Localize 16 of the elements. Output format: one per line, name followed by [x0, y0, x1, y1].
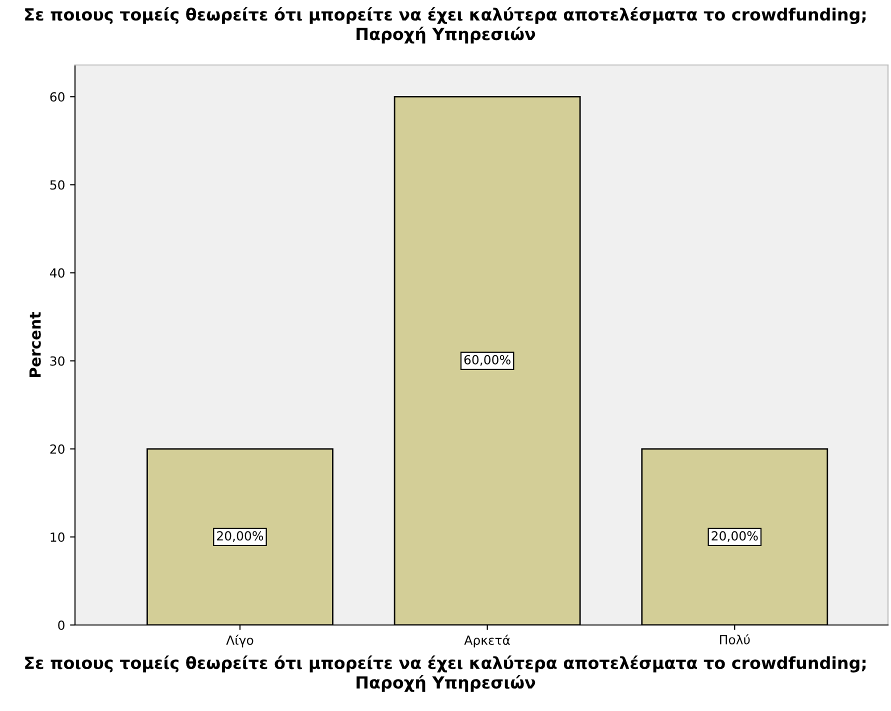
data-label: 20,00%: [217, 531, 264, 542]
data-label: 60,00%: [464, 355, 510, 366]
x-tick-label: Λίγο: [226, 634, 254, 648]
y-tick-label: 20: [50, 444, 64, 454]
y-axis-title: Percent: [30, 312, 41, 377]
y-tick-label: 10: [50, 532, 64, 542]
y-tick-label: 30: [50, 356, 64, 366]
data-label: 20,00%: [712, 531, 758, 542]
chart-title: Σε ποιους τομείς θεωρείτε ότι μπορείτε να έχει καλύτερα αποτελέσματα το crowdfunding; Παροχή Υπηρεσιών: [25, 7, 866, 44]
x-tick-label: Πολύ: [720, 634, 750, 644]
y-tick-label: 0: [58, 620, 64, 630]
x-tick-label: Αρκετά: [464, 634, 510, 648]
x-axis-title: Σε ποιους τομείς θεωρείτε ότι μπορείτε να έχει καλύτερα αποτελέσματα το crowdfunding; Παροχή Υπηρεσιών: [25, 656, 866, 692]
y-tick-label: 50: [50, 180, 64, 190]
y-tick-label: 40: [50, 268, 64, 278]
y-tick-label: 60: [50, 92, 64, 102]
